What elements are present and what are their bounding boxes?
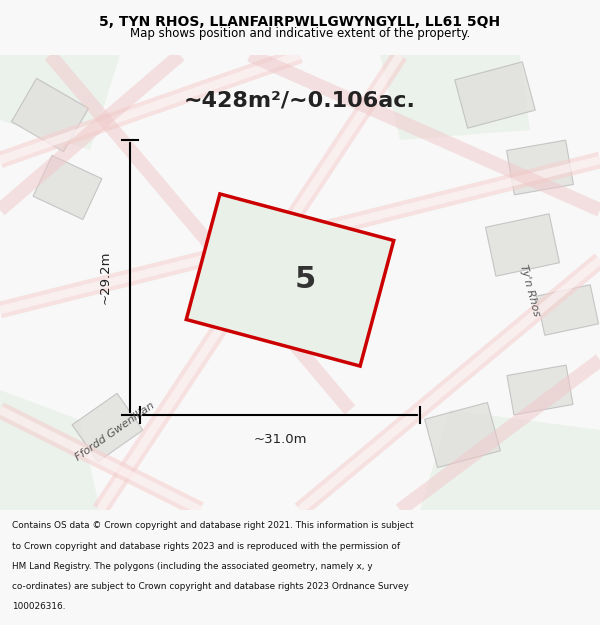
- Polygon shape: [506, 140, 574, 195]
- Text: 5: 5: [295, 266, 316, 294]
- Text: to Crown copyright and database rights 2023 and is reproduced with the permissio: to Crown copyright and database rights 2…: [12, 542, 400, 551]
- Polygon shape: [72, 393, 143, 462]
- Polygon shape: [380, 55, 530, 140]
- Polygon shape: [11, 78, 88, 152]
- Text: 5, TYN RHOS, LLANFAIRPWLLGWYNGYLL, LL61 5QH: 5, TYN RHOS, LLANFAIRPWLLGWYNGYLL, LL61 …: [100, 16, 500, 29]
- Polygon shape: [536, 285, 599, 335]
- Text: co-ordinates) are subject to Crown copyright and database rights 2023 Ordnance S: co-ordinates) are subject to Crown copyr…: [12, 582, 409, 591]
- Text: HM Land Registry. The polygons (including the associated geometry, namely x, y: HM Land Registry. The polygons (includin…: [12, 562, 373, 571]
- Polygon shape: [455, 62, 535, 128]
- Text: Ffordd Gwenllian: Ffordd Gwenllian: [74, 401, 157, 463]
- Text: ~428m²/~0.106ac.: ~428m²/~0.106ac.: [184, 90, 416, 110]
- Text: ~29.2m: ~29.2m: [99, 251, 112, 304]
- Polygon shape: [33, 156, 102, 219]
- Polygon shape: [425, 402, 500, 468]
- Polygon shape: [507, 365, 573, 415]
- Text: ~31.0m: ~31.0m: [253, 433, 307, 446]
- Text: Map shows position and indicative extent of the property.: Map shows position and indicative extent…: [130, 27, 470, 39]
- Text: Ty'n Rhos: Ty'n Rhos: [518, 263, 542, 317]
- Polygon shape: [0, 55, 120, 150]
- Polygon shape: [186, 194, 394, 366]
- Polygon shape: [485, 214, 559, 276]
- Text: Contains OS data © Crown copyright and database right 2021. This information is : Contains OS data © Crown copyright and d…: [12, 521, 413, 531]
- Polygon shape: [0, 390, 100, 510]
- Polygon shape: [420, 410, 600, 510]
- Text: 100026316.: 100026316.: [12, 602, 65, 611]
